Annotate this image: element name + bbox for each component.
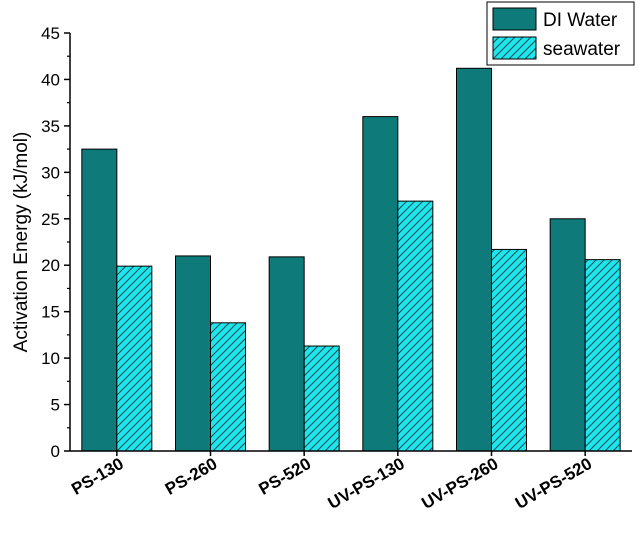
bar-seawater-ps-130 — [116, 265, 153, 452]
bar-di-water-uv-ps-520 — [549, 218, 586, 452]
bar-di-water-ps-260 — [175, 255, 211, 452]
bar-di-water-ps-520 — [268, 256, 305, 452]
legend-swatch-di-water — [492, 7, 537, 31]
bar-seawater-ps-260 — [210, 322, 246, 452]
legend: DI Water seawater — [486, 1, 635, 66]
y-tick-label: 10 — [41, 349, 60, 368]
x-tick-label-uv-ps-260: UV-PS-260 — [418, 454, 501, 513]
bars-group — [81, 67, 621, 452]
y-tick-label: 35 — [41, 117, 60, 136]
y-tick-label: 20 — [41, 256, 60, 275]
y-tick-label: 15 — [41, 303, 60, 322]
y-tick-label: 40 — [41, 70, 60, 89]
y-tick-label: 5 — [51, 396, 60, 415]
bar-di-water-uv-ps-130 — [362, 116, 399, 452]
x-tick-label-uv-ps-130: UV-PS-130 — [325, 454, 408, 513]
bar-di-water-uv-ps-260 — [456, 67, 492, 452]
bar-di-water-ps-130 — [81, 148, 118, 452]
legend-label-di-water: DI Water — [543, 10, 618, 31]
y-tick-label: 0 — [51, 442, 60, 461]
bar-seawater-uv-ps-520 — [584, 259, 621, 452]
x-tick-label-ps-520: PS-520 — [256, 454, 315, 499]
bar-seawater-ps-520 — [303, 345, 340, 452]
y-tick-label: 45 — [41, 24, 60, 43]
legend-swatch-seawater — [492, 36, 537, 60]
x-tick-label-ps-130: PS-130 — [68, 454, 127, 499]
y-tick-label: 25 — [41, 210, 60, 229]
bar-seawater-uv-ps-130 — [397, 200, 434, 452]
bar-seawater-uv-ps-260 — [491, 248, 527, 452]
x-tick-label-uv-ps-520: UV-PS-520 — [512, 454, 595, 513]
x-tick-label-ps-260: PS-260 — [162, 454, 221, 499]
legend-label-seawater: seawater — [543, 39, 621, 60]
y-tick-label: 30 — [41, 163, 60, 182]
y-axis-title: Activation Energy (kJ/mol) — [11, 132, 32, 353]
